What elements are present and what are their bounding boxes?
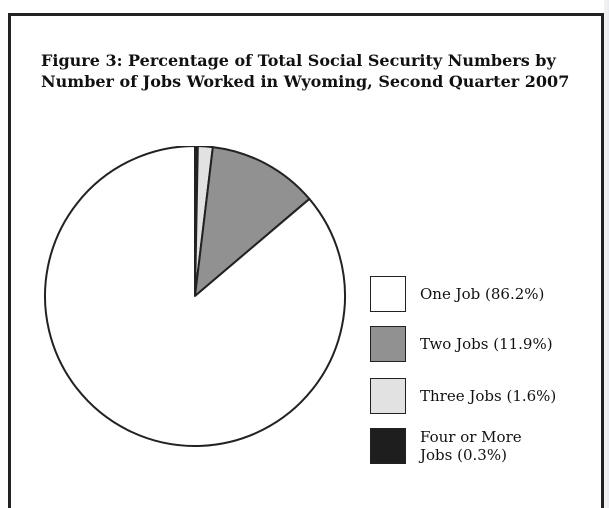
page-edge-band	[604, 0, 609, 508]
pie-slice-two-jobs	[194, 146, 311, 297]
legend-label-four-or-more-jobs: Four or More Jobs (0.3%)	[420, 428, 522, 464]
legend-item-four-or-more-jobs: Four or More Jobs (0.3%)	[370, 428, 522, 464]
legend-item-two-jobs: Two Jobs (11.9%)	[370, 326, 553, 362]
legend-swatch-two-jobs	[370, 326, 406, 362]
legend-label-two-jobs: Two Jobs (11.9%)	[420, 335, 553, 353]
chart-title: Figure 3: Percentage of Total Social Sec…	[41, 51, 570, 91]
legend-label-three-jobs: Three Jobs (1.6%)	[420, 387, 557, 405]
pie-chart	[44, 146, 346, 447]
figure-frame	[8, 13, 604, 508]
legend-label-one-job: One Job (86.2%)	[420, 285, 545, 303]
legend-item-one-job: One Job (86.2%)	[370, 276, 544, 312]
legend-item-three-jobs: Three Jobs (1.6%)	[370, 378, 556, 414]
pie-slice-one-job	[44, 146, 346, 447]
legend-swatch-four-or-more-jobs	[370, 428, 406, 464]
legend-swatch-three-jobs	[370, 378, 406, 414]
legend-swatch-one-job	[370, 276, 406, 312]
